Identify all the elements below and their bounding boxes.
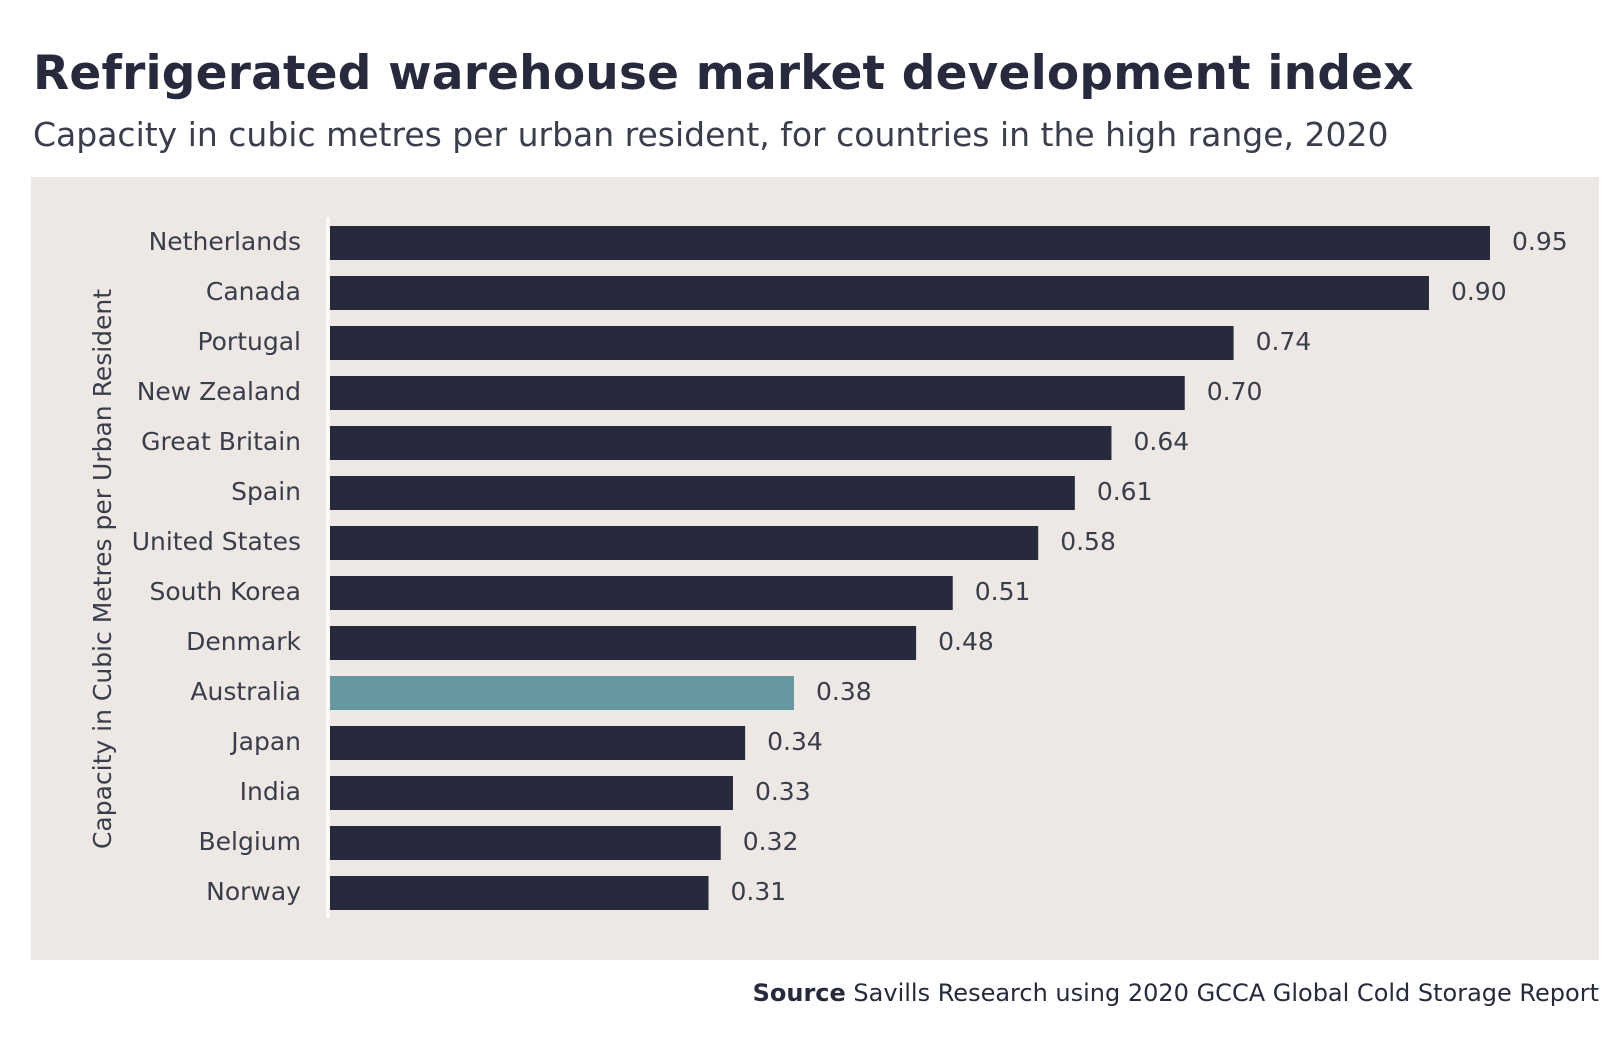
- value-label-denmark: 0.48: [938, 627, 994, 656]
- value-label-south-korea: 0.51: [975, 577, 1031, 606]
- value-label-australia: 0.38: [816, 677, 872, 706]
- bar-canada: [330, 276, 1429, 310]
- bar-australia: [330, 676, 794, 710]
- category-label-india: India: [240, 777, 301, 806]
- value-label-canada: 0.90: [1451, 277, 1507, 306]
- source-label: Source: [752, 979, 846, 1007]
- source-note: Source Savills Research using 2020 GCCA …: [753, 976, 1599, 1010]
- category-label-south-korea: South Korea: [150, 577, 301, 606]
- bar-netherlands: [330, 226, 1490, 260]
- category-label-great-britain: Great Britain: [141, 427, 301, 456]
- value-label-united-states: 0.58: [1060, 527, 1116, 556]
- value-label-netherlands: 0.95: [1512, 227, 1568, 256]
- bar-belgium: [330, 826, 721, 860]
- category-label-spain: Spain: [231, 477, 301, 506]
- category-label-belgium: Belgium: [199, 827, 302, 856]
- category-label-norway: Norway: [206, 877, 301, 906]
- chart-panel: Capacity in Cubic Metres per Urban Resid…: [31, 177, 1599, 960]
- chart-title: Refrigerated warehouse market developmen…: [33, 46, 1414, 101]
- bar-japan: [330, 726, 746, 760]
- bar-chart: Capacity in Cubic Metres per Urban Resid…: [88, 217, 1568, 918]
- category-label-denmark: Denmark: [186, 627, 301, 656]
- category-label-portugal: Portugal: [197, 327, 301, 356]
- bar-south-korea: [330, 576, 953, 610]
- value-label-portugal: 0.74: [1256, 327, 1312, 356]
- bar-great-britain: [330, 426, 1112, 460]
- bar-norway: [330, 876, 709, 910]
- y-axis-label: Capacity in Cubic Metres per Urban Resid…: [88, 289, 117, 849]
- bar-india: [330, 776, 733, 810]
- bar-portugal: [330, 326, 1234, 360]
- value-label-norway: 0.31: [731, 877, 787, 906]
- category-label-new-zealand: New Zealand: [137, 377, 301, 406]
- category-label-australia: Australia: [190, 677, 301, 706]
- value-label-great-britain: 0.64: [1133, 427, 1189, 456]
- bar-spain: [330, 476, 1075, 510]
- value-label-spain: 0.61: [1097, 477, 1153, 506]
- value-label-new-zealand: 0.70: [1207, 377, 1263, 406]
- bar-united-states: [330, 526, 1039, 560]
- bar-denmark: [330, 626, 917, 660]
- category-label-japan: Japan: [229, 727, 301, 756]
- source-text: Savills Research using 2020 GCCA Global …: [853, 979, 1599, 1007]
- bars-group: Netherlands 0.95 Canada 0.90 Portugal 0.74 New…: [132, 226, 1568, 910]
- category-label-netherlands: Netherlands: [149, 227, 301, 256]
- bar-new-zealand: [330, 376, 1185, 410]
- value-label-japan: 0.34: [767, 727, 823, 756]
- value-label-belgium: 0.32: [743, 827, 799, 856]
- category-label-canada: Canada: [206, 277, 301, 306]
- chart-subtitle: Capacity in cubic metres per urban resid…: [33, 115, 1389, 154]
- value-label-india: 0.33: [755, 777, 811, 806]
- category-label-united-states: United States: [132, 527, 301, 556]
